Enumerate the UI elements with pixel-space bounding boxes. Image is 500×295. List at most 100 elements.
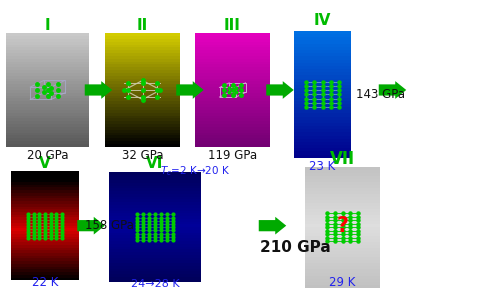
Bar xyxy=(11,267,79,269)
Bar xyxy=(195,70,270,73)
Bar xyxy=(195,50,270,53)
Bar xyxy=(195,124,270,127)
Bar xyxy=(294,85,351,88)
Bar xyxy=(6,64,88,67)
Bar xyxy=(305,251,380,254)
Bar xyxy=(305,185,380,188)
Bar xyxy=(11,264,79,267)
Bar xyxy=(11,201,79,204)
Bar xyxy=(305,236,380,239)
Text: 24→28 K: 24→28 K xyxy=(130,278,180,289)
Bar xyxy=(305,248,380,251)
Bar xyxy=(109,238,201,241)
Bar xyxy=(11,256,79,258)
Bar xyxy=(11,269,79,272)
Bar xyxy=(294,75,351,78)
Bar xyxy=(294,88,351,91)
Bar xyxy=(6,118,88,121)
Bar xyxy=(6,135,88,138)
Bar xyxy=(6,87,88,90)
Bar xyxy=(109,274,201,277)
Bar xyxy=(105,118,180,121)
Text: I: I xyxy=(44,18,51,32)
Bar xyxy=(195,64,270,67)
Bar xyxy=(294,123,351,126)
Bar xyxy=(6,56,88,59)
Bar xyxy=(109,230,201,233)
Bar xyxy=(6,39,88,42)
Bar xyxy=(195,36,270,39)
Bar xyxy=(195,118,270,121)
Bar xyxy=(294,31,351,34)
Bar xyxy=(294,139,351,142)
Bar xyxy=(11,174,79,176)
Bar xyxy=(305,212,380,215)
Bar xyxy=(109,249,201,252)
Bar xyxy=(6,141,88,144)
Bar xyxy=(11,206,79,209)
Bar xyxy=(11,226,79,228)
Bar xyxy=(305,285,380,288)
Bar xyxy=(11,278,79,280)
Bar xyxy=(109,280,201,283)
Bar xyxy=(6,93,88,96)
Bar xyxy=(294,66,351,69)
Bar xyxy=(109,227,201,230)
Bar xyxy=(105,50,180,53)
Bar xyxy=(305,242,380,245)
Bar xyxy=(195,138,270,141)
Bar xyxy=(11,193,79,196)
Bar xyxy=(109,241,201,244)
Bar xyxy=(105,124,180,127)
Bar xyxy=(195,73,270,76)
Bar xyxy=(305,263,380,266)
Bar xyxy=(294,142,351,145)
Text: 20 GPa: 20 GPa xyxy=(27,149,68,162)
Bar xyxy=(105,59,180,62)
Bar xyxy=(305,254,380,257)
FancyArrow shape xyxy=(85,81,112,99)
Bar xyxy=(305,260,380,263)
Bar xyxy=(109,277,201,280)
Bar xyxy=(11,253,79,256)
Bar xyxy=(6,96,88,99)
Bar xyxy=(6,124,88,127)
Bar xyxy=(109,233,201,235)
Bar xyxy=(105,110,180,113)
Bar xyxy=(105,90,180,93)
Bar xyxy=(105,113,180,116)
Bar xyxy=(305,200,380,203)
Bar xyxy=(105,116,180,118)
Bar xyxy=(195,59,270,62)
Bar xyxy=(294,132,351,136)
Bar xyxy=(195,53,270,56)
Bar xyxy=(294,69,351,72)
Bar xyxy=(195,144,270,147)
Bar xyxy=(305,170,380,173)
Bar xyxy=(305,270,380,273)
Bar xyxy=(294,98,351,101)
Bar xyxy=(109,224,201,227)
Bar xyxy=(109,191,201,194)
Bar xyxy=(105,144,180,147)
Bar xyxy=(305,197,380,200)
Bar xyxy=(109,260,201,263)
Bar xyxy=(305,191,380,194)
Text: $\mathit{T_c}$=2 K→20 K: $\mathit{T_c}$=2 K→20 K xyxy=(160,164,230,178)
Bar xyxy=(294,47,351,50)
Bar xyxy=(6,47,88,50)
Bar xyxy=(105,79,180,81)
Bar xyxy=(11,275,79,278)
Bar xyxy=(105,39,180,42)
Bar xyxy=(294,82,351,85)
Text: 119 GPa: 119 GPa xyxy=(208,149,257,162)
Text: IV: IV xyxy=(314,13,331,28)
Bar xyxy=(294,117,351,120)
Text: 210 GPa: 210 GPa xyxy=(260,240,330,255)
Bar xyxy=(109,263,201,266)
Bar xyxy=(305,273,380,276)
Text: II: II xyxy=(137,18,148,32)
Bar xyxy=(294,148,351,151)
Bar xyxy=(6,116,88,118)
Bar xyxy=(305,194,380,197)
